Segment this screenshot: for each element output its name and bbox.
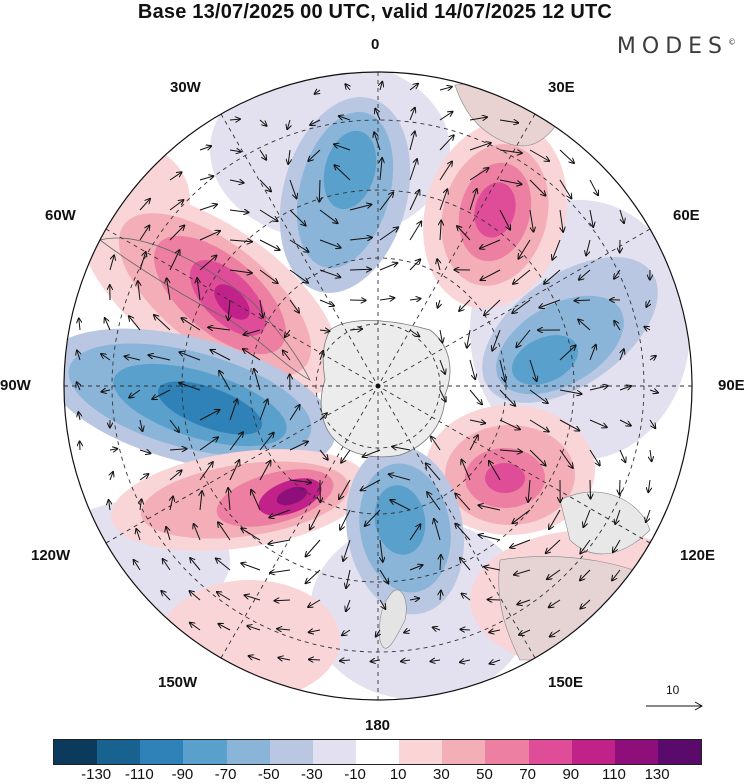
colorbar-tick-label: 70 xyxy=(519,766,536,783)
colorbar-swatch xyxy=(270,740,313,764)
wind-vector xyxy=(620,480,621,495)
colorbar-tick-label: -110 xyxy=(125,766,154,783)
colorbar-swatch xyxy=(485,740,528,764)
lon-label-150w: 150W xyxy=(158,674,197,692)
south-pole-marker xyxy=(376,384,381,389)
colorbar-swatch xyxy=(615,740,658,764)
colorbar-ticks: -130 -110 -90 -70 -50 -30 -10 10 30 50 70 90 110 130 xyxy=(0,766,750,784)
lon-label-90e: 90E xyxy=(718,377,745,395)
colorbar-swatch xyxy=(183,740,226,764)
wind-vector xyxy=(590,480,591,499)
wind-vector xyxy=(319,180,320,202)
colorbar-tick-label: -50 xyxy=(258,766,280,783)
lon-label-60w: 60W xyxy=(45,207,76,225)
wind-vector xyxy=(575,300,590,301)
colorbar-swatch xyxy=(442,740,485,764)
lon-label-180: 180 xyxy=(365,717,390,735)
anomaly-shading xyxy=(29,60,710,700)
reference-vector-arrow xyxy=(644,683,706,717)
colorbar-tick-label: 50 xyxy=(476,766,493,783)
wind-vector xyxy=(309,659,320,660)
colorbar-tick-label: 90 xyxy=(562,766,579,783)
colorbar-swatch xyxy=(529,740,572,764)
colorbar-tick-label: -10 xyxy=(344,766,366,783)
colorbar-swatch xyxy=(658,740,701,764)
colorbar xyxy=(53,739,702,765)
colorbar-tick-label: -30 xyxy=(301,766,323,783)
wind-vector xyxy=(488,600,500,601)
colorbar-swatch xyxy=(313,740,356,764)
lon-label-150e: 150E xyxy=(548,674,583,692)
wind-vector xyxy=(460,629,470,630)
colorbar-tick-label: -90 xyxy=(172,766,194,783)
lon-label-90w: 90W xyxy=(0,377,31,395)
colorbar-swatch xyxy=(227,740,270,764)
lon-label-120w: 120W xyxy=(31,547,70,565)
colorbar-swatch xyxy=(399,740,442,764)
colorbar-tick-label: -70 xyxy=(215,766,237,783)
colorbar-tick-label: -130 xyxy=(81,766,111,783)
colorbar-tick-label: 110 xyxy=(602,766,626,783)
colorbar-swatch xyxy=(140,740,183,764)
wind-vector xyxy=(350,269,371,270)
lon-label-30w: 30W xyxy=(170,79,201,97)
lon-label-60e: 60E xyxy=(673,207,700,225)
colorbar-swatch xyxy=(97,740,140,764)
lon-label-120e: 120E xyxy=(680,547,715,565)
lon-label-30e: 30E xyxy=(548,79,575,97)
colorbar-tick-label: 30 xyxy=(433,766,450,783)
colorbar-swatch xyxy=(356,740,399,764)
lon-label-0: 0 xyxy=(371,36,379,54)
colorbar-swatch xyxy=(54,740,97,764)
colorbar-tick-label: 130 xyxy=(645,766,670,783)
colorbar-tick-label: 10 xyxy=(390,766,407,783)
colorbar-swatch xyxy=(572,740,615,764)
